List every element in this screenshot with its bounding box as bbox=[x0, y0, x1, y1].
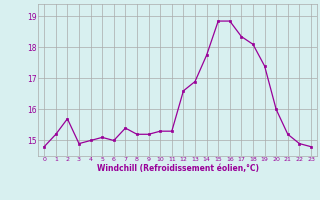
X-axis label: Windchill (Refroidissement éolien,°C): Windchill (Refroidissement éolien,°C) bbox=[97, 164, 259, 173]
